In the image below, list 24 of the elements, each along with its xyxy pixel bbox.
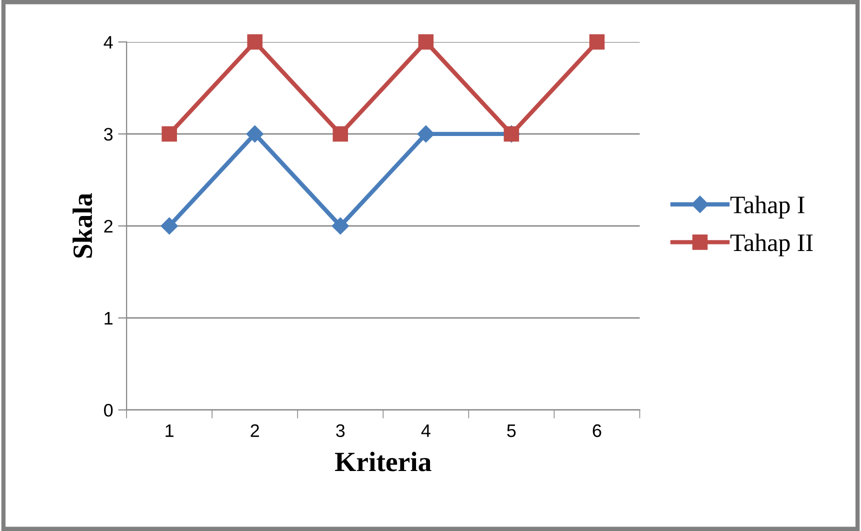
point bbox=[417, 125, 434, 142]
point bbox=[589, 34, 605, 50]
x-tick-label: 3 bbox=[336, 424, 345, 438]
x-tick-label: 1 bbox=[166, 424, 174, 437]
y-tick-label: 3 bbox=[104, 128, 113, 141]
legend-label: Tahap II bbox=[730, 234, 813, 256]
legend-label: Tahap I bbox=[730, 196, 804, 218]
y-tick-label: 4 bbox=[104, 36, 113, 48]
x-tick-label: 2 bbox=[250, 424, 259, 437]
point bbox=[418, 34, 434, 50]
point bbox=[162, 126, 177, 142]
x-tick-label: 6 bbox=[592, 424, 602, 438]
y-axis-title: Skala bbox=[72, 193, 92, 258]
x-tick-label: 5 bbox=[507, 424, 516, 438]
x-tick-label: 4 bbox=[421, 424, 430, 437]
y-tick-label: 2 bbox=[104, 220, 112, 232]
point bbox=[247, 34, 262, 50]
x-axis-title: Kriteria bbox=[335, 452, 432, 472]
point bbox=[246, 125, 264, 142]
y-tick-label: 0 bbox=[104, 404, 113, 417]
point bbox=[332, 217, 349, 234]
y-tick-label: 1 bbox=[104, 312, 112, 324]
point bbox=[160, 217, 178, 234]
point bbox=[332, 126, 348, 142]
